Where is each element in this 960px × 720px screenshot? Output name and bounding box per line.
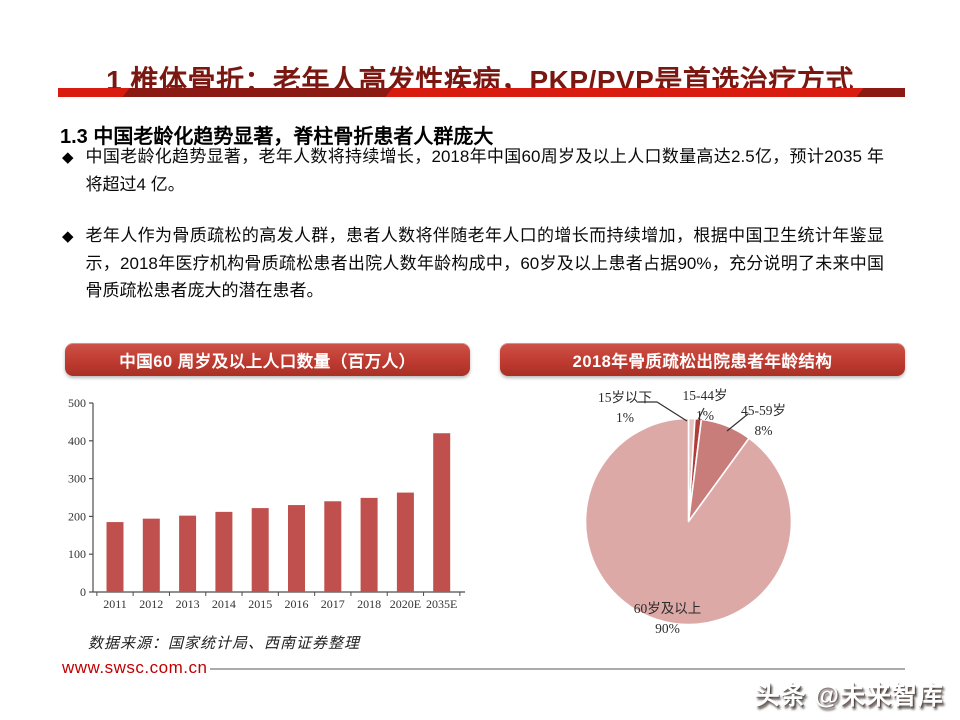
- divider-dark-segment: [856, 88, 905, 97]
- title-divider-bar: [58, 88, 905, 97]
- patient-age-pie-chart: [584, 401, 793, 626]
- bullet-item: ◆ 中国老龄化趋势显著，老年人数将持续增长，2018年中国60周岁及以上人口数量…: [62, 143, 884, 198]
- bullet-item: ◆ 老年人作为骨质疏松的高发人群，患者人数将伴随老年人口的增长而持续增加，根据中…: [62, 222, 884, 305]
- svg-text:0: 0: [80, 585, 86, 599]
- footer-website-link[interactable]: www.swsc.com.cn: [62, 658, 208, 677]
- svg-text:2012: 2012: [139, 597, 163, 611]
- pie-label-60plus: 60岁及以上 90%: [633, 601, 702, 636]
- leader-line-15-44: [697, 407, 705, 420]
- section-heading: 1.3 中国老龄化趋势显著，脊柱骨折患者人群庞大: [60, 125, 494, 148]
- population-bar-chart: 0 100 200 300 400 500 2011 2012 2013 2014 2015 2016…: [68, 396, 465, 611]
- svg-text:2015: 2015: [248, 597, 272, 611]
- divider-dark-segment: [122, 88, 392, 97]
- pie-label-below15: 15岁以下 1%: [598, 390, 652, 425]
- pie-chart-title: 2018年骨质疏松出院患者年龄结构: [500, 343, 905, 376]
- bullet-text: 老年人作为骨质疏松的高发人群，患者人数将伴随老年人口的增长而持续增加，根据中国卫…: [85, 226, 884, 301]
- diamond-bullet-icon: ◆: [62, 149, 74, 166]
- svg-text:2013: 2013: [176, 597, 200, 611]
- svg-text:2011: 2011: [103, 597, 127, 611]
- svg-text:2018: 2018: [357, 597, 381, 611]
- svg-text:2014: 2014: [212, 597, 236, 611]
- svg-text:2035E: 2035E: [426, 597, 457, 611]
- svg-text:2016: 2016: [285, 597, 309, 611]
- pie-label-45-59: 45-59岁 8%: [741, 403, 786, 438]
- watermark-text: 头条 @未来智库: [754, 682, 944, 710]
- diamond-bullet-icon: ◆: [62, 228, 74, 246]
- bullet-list: ◆ 中国老龄化趋势显著，老年人数将持续增长，2018年中国60周岁及以上人口数量…: [62, 143, 884, 329]
- svg-text:100: 100: [68, 547, 86, 561]
- bullet-text: 中国老龄化趋势显著，老年人数将持续增长，2018年中国60周岁及以上人口数量高达…: [85, 147, 884, 194]
- bar-chart-title: 中国60 周岁及以上人口数量（百万人）: [65, 343, 470, 376]
- footer: www.swsc.com.cn: [62, 658, 905, 680]
- svg-text:400: 400: [68, 434, 86, 448]
- svg-text:200: 200: [68, 509, 86, 523]
- svg-text:300: 300: [68, 472, 86, 486]
- svg-text:2020E: 2020E: [390, 597, 421, 611]
- svg-text:500: 500: [68, 396, 86, 410]
- leader-line-45-59: [726, 413, 749, 432]
- svg-text:2017: 2017: [321, 597, 345, 611]
- data-source-note: 数据来源：国家统计局、西南证券整理: [88, 636, 361, 652]
- pie-label-15-44: 15-44岁 1%: [682, 388, 728, 423]
- footer-divider-line: [210, 668, 905, 670]
- leader-line-below15: [638, 401, 688, 422]
